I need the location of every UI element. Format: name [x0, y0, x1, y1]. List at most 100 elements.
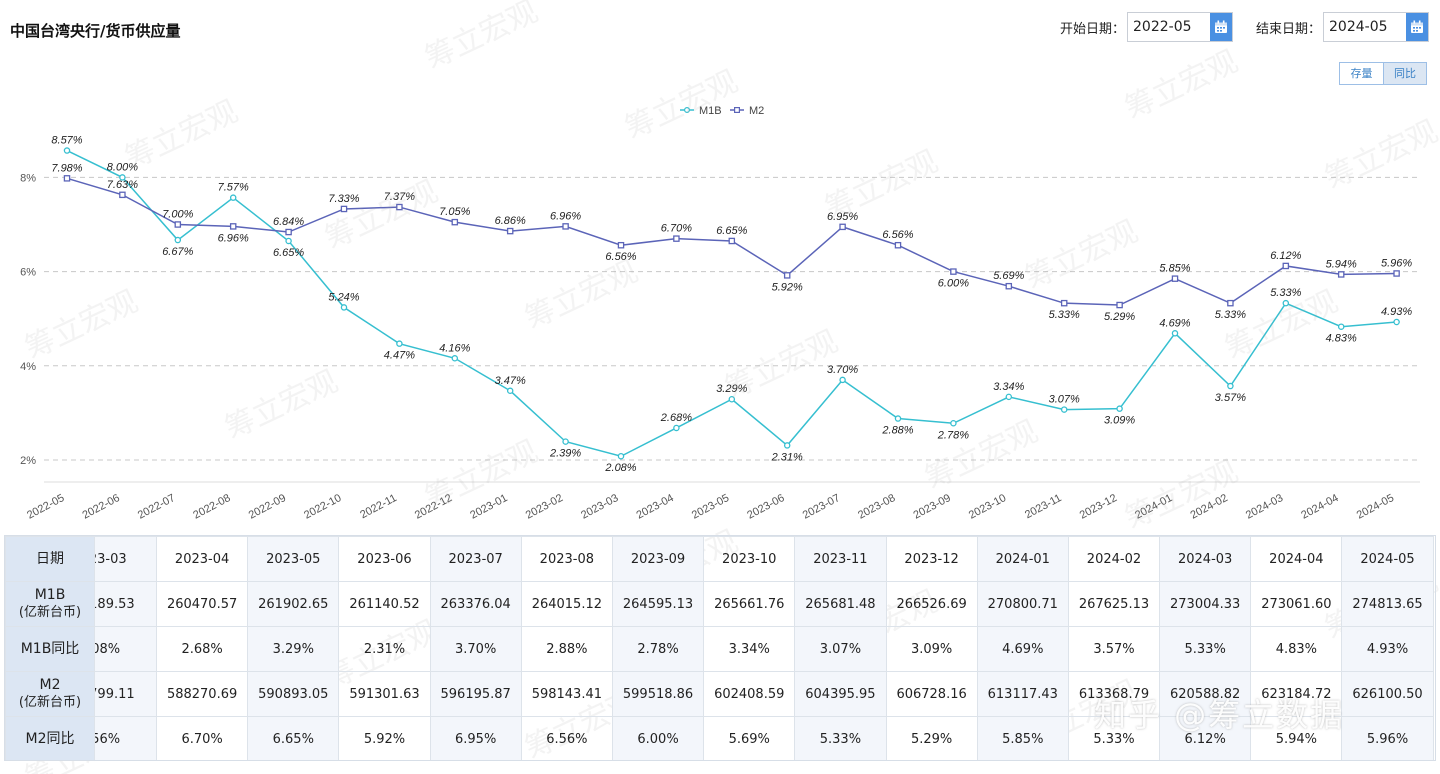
m2-point[interactable]: [894, 241, 902, 249]
m2-point[interactable]: [1227, 299, 1234, 307]
table-cell: 5.94%: [1250, 716, 1343, 760]
m2-point[interactable]: [562, 223, 569, 230]
m2-data-label: 6.56%: [882, 229, 913, 241]
table-cell: 596195.87: [429, 671, 522, 717]
legend-marker[interactable]: [733, 107, 740, 114]
m2-data-label: 6.65%: [716, 225, 747, 237]
m2-point[interactable]: [63, 175, 71, 182]
m2-point[interactable]: [119, 191, 126, 199]
table-cell: 2024-05: [1341, 536, 1434, 582]
calendar-icon[interactable]: [1210, 13, 1233, 41]
start-date-label: 开始日期：: [1060, 21, 1126, 37]
m2-point[interactable]: [340, 205, 348, 213]
table-cell: 2.31%: [338, 626, 431, 672]
table-cell: 598143.41: [520, 671, 613, 717]
m1b-point[interactable]: [396, 340, 403, 347]
start-date-group: 开始日期： 2022-05: [1060, 12, 1234, 42]
line-chart: 2%4%6%8% 2022-05 2022-06 2022-07 2022-08 202…: [20, 105, 1420, 522]
stock-toggle-button[interactable]: 存量: [1340, 63, 1383, 84]
x-tick-label: 2024-02: [1189, 492, 1230, 522]
x-tick-label: 2022-08: [191, 492, 232, 522]
m2-point[interactable]: [285, 228, 292, 236]
m2-data-label: 7.98%: [51, 162, 82, 174]
m1b-point[interactable]: [285, 237, 292, 245]
table-cell: 6.70%: [155, 716, 249, 760]
end-date-input[interactable]: 2024-05: [1323, 12, 1430, 42]
m1b-point[interactable]: [506, 387, 514, 395]
m1b-point[interactable]: [1282, 299, 1290, 307]
yoy-toggle-button[interactable]: 同比: [1383, 63, 1426, 84]
m2-point[interactable]: [783, 272, 791, 279]
legend-item-m2[interactable]: M2: [749, 105, 764, 117]
start-date-value[interactable]: 2022-05: [1133, 19, 1192, 35]
m1b-point[interactable]: [673, 424, 680, 432]
start-date-input[interactable]: 2022-05: [1127, 12, 1234, 42]
m2-point[interactable]: [1393, 270, 1400, 277]
x-tick-label: 2023-07: [801, 492, 842, 522]
m1b-point[interactable]: [783, 442, 791, 449]
m1b-point[interactable]: [839, 376, 846, 384]
table-cell: 2023-05: [247, 536, 340, 582]
m2-data-label: 6.56%: [605, 251, 636, 263]
view-toggle: 存量 同比: [1339, 62, 1427, 85]
m1b-point[interactable]: [340, 304, 348, 311]
m2-point[interactable]: [1337, 271, 1345, 278]
m1b-data-label: 3.57%: [1215, 392, 1246, 404]
m1b-data-label: 6.65%: [273, 247, 304, 259]
m2-point[interactable]: [728, 237, 736, 245]
m2-point[interactable]: [617, 241, 625, 249]
table-cell: 5.29%: [885, 716, 978, 760]
legend-item-m1b[interactable]: M1B: [699, 105, 722, 117]
m2-point[interactable]: [1282, 262, 1290, 270]
m2-point[interactable]: [396, 203, 403, 211]
m1b-data-label: 7.57%: [218, 182, 249, 194]
m2-point[interactable]: [839, 223, 846, 231]
m2-point[interactable]: [950, 268, 957, 275]
m2-point[interactable]: [229, 223, 237, 230]
m1b-point[interactable]: [451, 355, 459, 362]
table-cell: 2023-03: [94, 536, 157, 582]
series-line-m1b[interactable]: [66, 149, 1397, 458]
m1b-point[interactable]: [229, 194, 237, 201]
m1b-point[interactable]: [894, 415, 902, 422]
m1b-point[interactable]: [1005, 393, 1013, 401]
m1b-point[interactable]: [617, 452, 625, 460]
page-title: 中国台湾央行/货币供应量: [10, 22, 181, 40]
m2-point[interactable]: [506, 227, 514, 235]
m1b-point[interactable]: [63, 147, 71, 154]
m1b-point[interactable]: [1171, 330, 1179, 337]
m1b-data-label: 3.47%: [495, 375, 526, 387]
table-cell: 3.34%: [703, 626, 796, 672]
m1b-point[interactable]: [1393, 318, 1400, 326]
legend-marker[interactable]: [683, 107, 690, 114]
m2-point[interactable]: [451, 218, 459, 226]
m1b-point[interactable]: [562, 438, 569, 445]
m1b-point[interactable]: [1116, 405, 1123, 412]
m1b-point[interactable]: [174, 236, 182, 244]
m1b-data-label: 4.69%: [1159, 317, 1190, 329]
m1b-point[interactable]: [1227, 382, 1234, 390]
legend[interactable]: M1B M2: [680, 105, 764, 117]
table-cell: 2023-11: [794, 536, 887, 582]
m1b-point[interactable]: [119, 174, 126, 181]
table-cell: 2024-03: [1159, 536, 1252, 582]
m2-point[interactable]: [1060, 299, 1068, 307]
m2-point[interactable]: [174, 221, 182, 228]
m1b-point[interactable]: [950, 420, 957, 427]
table-cell: 2.08%: [94, 626, 157, 672]
x-tick-label: 2023-10: [967, 492, 1008, 522]
m1b-point[interactable]: [1060, 406, 1068, 413]
calendar-icon[interactable]: [1406, 13, 1429, 41]
m2-point[interactable]: [673, 235, 680, 242]
m2-point[interactable]: [1005, 282, 1013, 290]
m1b-data-label: 3.70%: [827, 364, 858, 376]
x-tick-label: 2022-12: [413, 492, 454, 522]
m1b-point[interactable]: [728, 395, 736, 403]
table-cell: 5.33%: [1159, 626, 1252, 672]
m2-point[interactable]: [1116, 301, 1123, 309]
table-cell: 267625.13: [1067, 581, 1161, 627]
attribution-watermark: 知乎 @筹立数据: [1094, 696, 1345, 734]
m2-point[interactable]: [1171, 275, 1179, 282]
m1b-point[interactable]: [1337, 323, 1345, 330]
end-date-value[interactable]: 2024-05: [1329, 19, 1388, 35]
